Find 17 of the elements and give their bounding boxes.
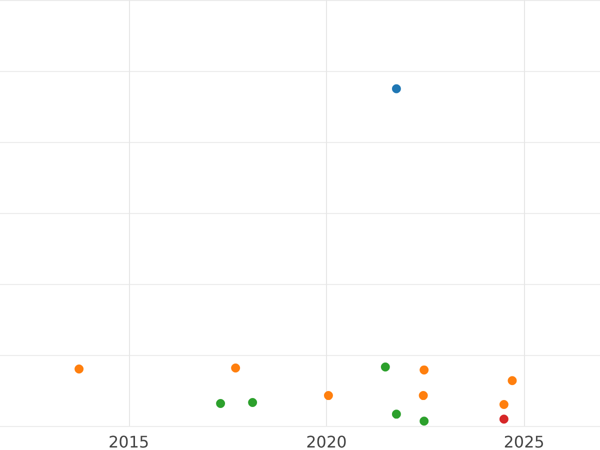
point	[508, 376, 517, 386]
point	[392, 410, 401, 419]
point	[231, 363, 240, 372]
point	[216, 399, 226, 408]
point	[392, 84, 401, 94]
point	[380, 362, 390, 372]
point	[420, 365, 429, 374]
x-tick-label: 2020	[306, 432, 347, 450]
point	[248, 398, 258, 408]
point	[418, 391, 428, 400]
point	[324, 391, 333, 400]
x-tick-label: 2025	[504, 432, 544, 450]
point	[499, 400, 508, 410]
x-tick-label: 2015	[108, 432, 150, 450]
point	[499, 414, 508, 424]
point	[74, 364, 84, 374]
point	[420, 416, 429, 426]
